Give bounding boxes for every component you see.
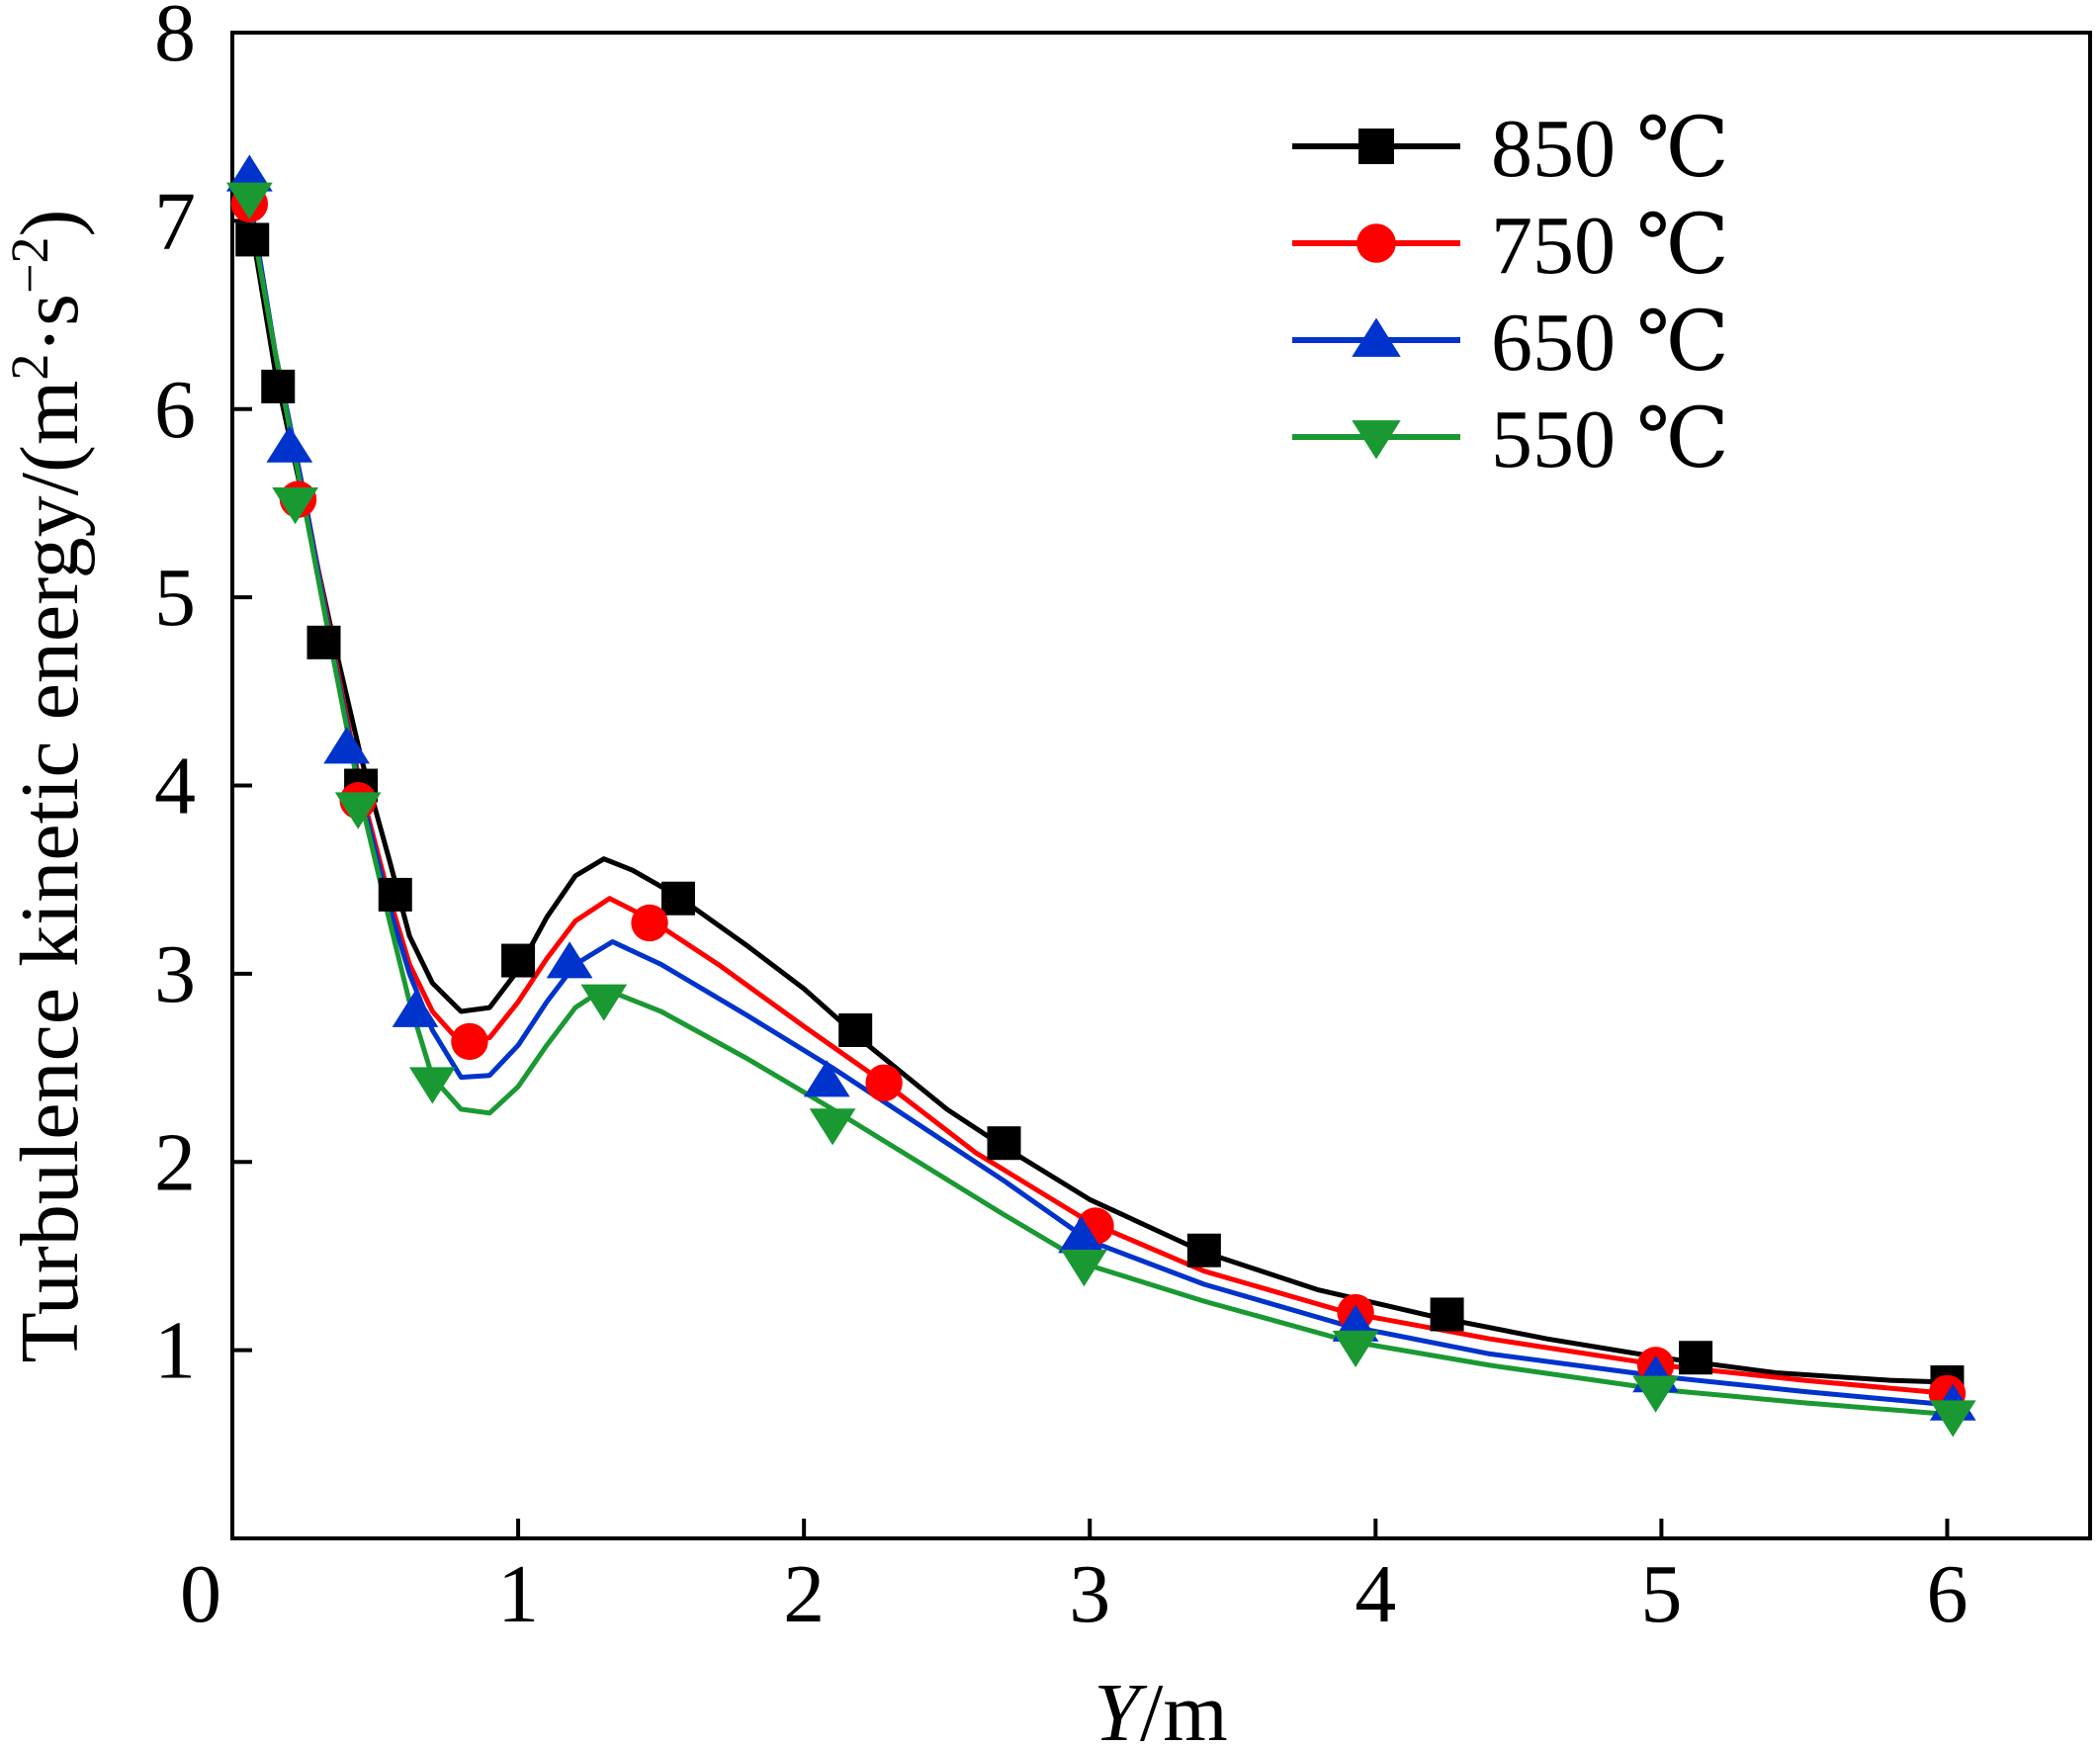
y-tick-label: 7: [154, 175, 196, 267]
data-point-0: [261, 369, 296, 403]
axis-ticks: 0 1 2 3 4 5 6 1 2 3 4 5 6 7 8: [154, 0, 1968, 1640]
data-point-0: [1679, 1341, 1713, 1375]
data-point-2: [803, 1060, 850, 1097]
data-point-3: [272, 487, 318, 525]
plot-area-frame: [230, 31, 2092, 1540]
legend-marker: [1352, 420, 1401, 460]
y-axis-title: Turbulence kinetic energy/(m2·s−2): [0, 210, 96, 1363]
data-point-3: [1632, 1375, 1679, 1413]
data-point-3: [334, 792, 382, 830]
data-point-3: [1332, 1330, 1379, 1368]
data-point-3: [809, 1108, 856, 1146]
x-tick-label: 2: [783, 1548, 825, 1640]
legend-label: 650 ℃: [1491, 297, 1729, 389]
data-point-2: [1058, 1216, 1104, 1254]
data-point-0: [378, 877, 412, 912]
legend-label: 750 ℃: [1491, 200, 1729, 292]
legend-label: 550 ℃: [1491, 393, 1729, 485]
data-point-1: [631, 904, 668, 942]
x-tick-label: 1: [497, 1548, 539, 1640]
data-point-1: [865, 1064, 903, 1101]
data-point-0: [660, 881, 695, 916]
data-point-0: [306, 625, 341, 659]
y-tick-label: 8: [154, 0, 196, 79]
data-point-0: [501, 943, 536, 978]
y-tick-label: 5: [154, 552, 196, 644]
legend-marker: [1356, 223, 1396, 263]
x-tick-label: 4: [1355, 1548, 1396, 1640]
data-point-3: [1061, 1250, 1107, 1287]
data-point-0: [987, 1126, 1021, 1161]
legend-marker: [1358, 129, 1394, 164]
y-tick-label: 1: [154, 1305, 196, 1397]
data-point-3: [1929, 1400, 1976, 1438]
data-point-0: [1430, 1297, 1464, 1332]
data-point-2: [323, 727, 371, 764]
y-tick-label: 3: [154, 928, 196, 1020]
data-point-3: [225, 182, 273, 219]
data-point-2: [225, 154, 273, 192]
data-point-0: [235, 222, 270, 257]
data-point-0: [1186, 1233, 1221, 1267]
y-tick-label: 2: [154, 1116, 196, 1208]
data-point-2: [266, 425, 313, 463]
x-axis-unit: /m: [1140, 1667, 1228, 1748]
x-tick-label: 3: [1069, 1548, 1110, 1640]
data-point-2: [546, 941, 593, 979]
x-axis-variable: Y: [1094, 1667, 1148, 1748]
x-tick-label: 5: [1640, 1548, 1682, 1640]
legend-label: 850 ℃: [1491, 103, 1729, 195]
x-axis-title: Y/m: [1094, 1667, 1227, 1748]
data-point-3: [408, 1067, 456, 1104]
data-point-0: [838, 1012, 873, 1047]
legend-marker: [1352, 317, 1401, 357]
series-markers: [225, 154, 1976, 1438]
x-tick-label: 0: [180, 1548, 221, 1640]
data-point-1: [451, 1022, 488, 1061]
data-point-3: [580, 984, 628, 1021]
x-tick-label: 6: [1926, 1548, 1968, 1640]
data-point-2: [392, 990, 439, 1027]
y-tick-label: 4: [154, 741, 196, 832]
y-tick-label: 6: [154, 364, 196, 456]
